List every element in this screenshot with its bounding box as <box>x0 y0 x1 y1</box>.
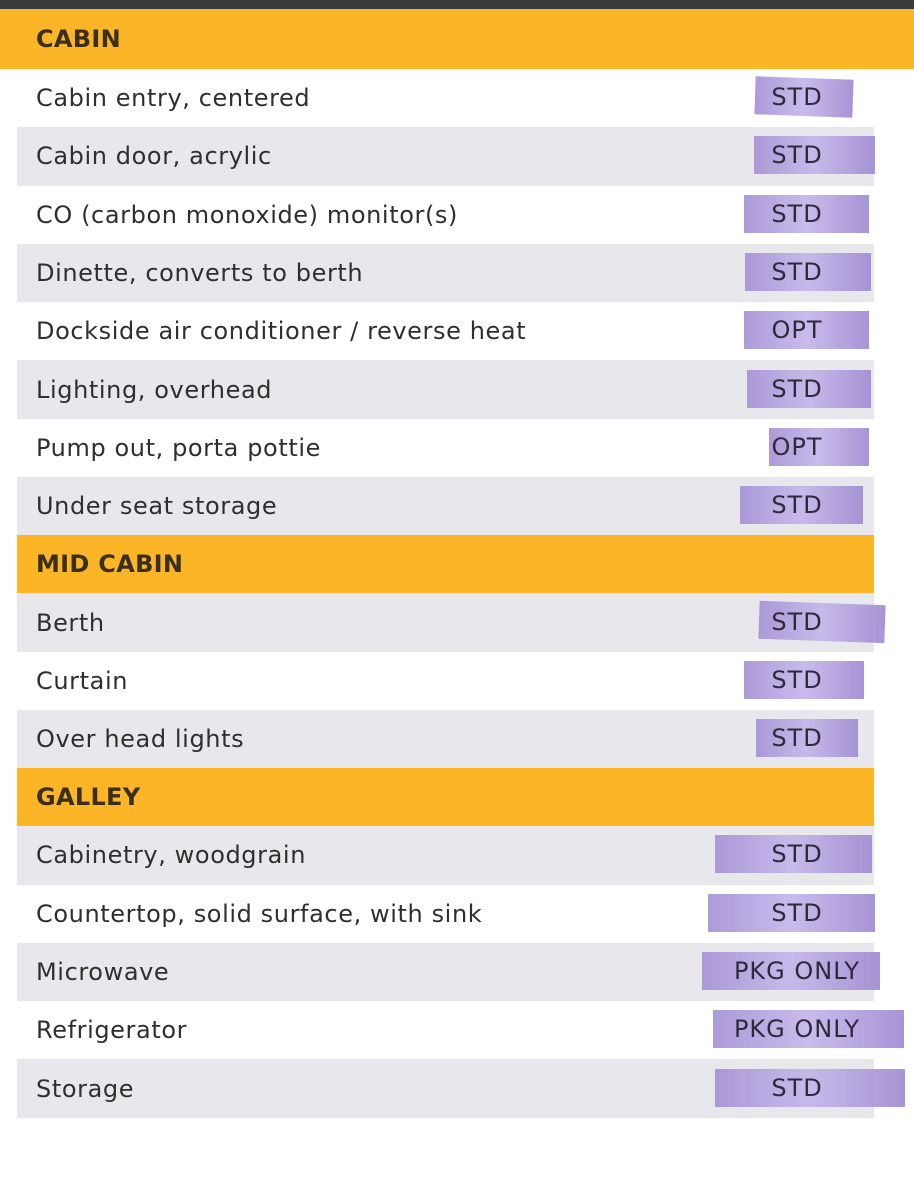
table-row: Cabinetry, woodgrain STD <box>17 826 874 885</box>
status-cell: STD <box>697 194 907 235</box>
table-row: CO (carbon monoxide) monitor(s) STD <box>17 185 874 244</box>
table-row: Cabin entry, centered STD <box>17 69 874 128</box>
status-value: PKG ONLY <box>733 1015 861 1044</box>
top-edge-bar <box>0 0 914 9</box>
status-cell: STD <box>697 600 907 643</box>
feature-label: Dinette, converts to berth <box>36 259 364 288</box>
feature-label: Cabin entry, centered <box>36 84 311 113</box>
status-value: STD <box>771 840 823 869</box>
status-cell: STD <box>697 486 907 526</box>
status-cell: STD <box>697 835 907 875</box>
feature-label: Microwave <box>36 958 170 986</box>
status-value: STD <box>771 83 823 112</box>
status-highlight <box>744 311 869 350</box>
feature-label: Cabin door, acrylic <box>36 142 272 171</box>
status-highlight <box>713 1010 904 1049</box>
status-highlight <box>754 136 875 175</box>
status-highlight <box>702 952 880 990</box>
feature-label: CO (carbon monoxide) monitor(s) <box>36 200 458 229</box>
feature-label: Lighting, overhead <box>36 375 273 404</box>
table-row: Over head lights STD <box>17 709 874 769</box>
table-row: Storage STD <box>17 1059 905 1118</box>
status-value: STD <box>771 374 823 403</box>
section-header-cabin: CABIN <box>0 9 914 69</box>
status-value: STD <box>771 724 823 753</box>
status-cell: STD <box>697 369 907 410</box>
feature-label: Under seat storage <box>36 492 278 521</box>
status-value: STD <box>771 258 823 287</box>
table-row: Under seat storage STD <box>17 477 874 536</box>
feature-label: Storage <box>36 1074 135 1103</box>
feature-label: Countertop, solid surface, with sink <box>36 899 483 928</box>
status-value: STD <box>771 665 823 694</box>
status-value: STD <box>771 491 823 520</box>
status-value: STD <box>771 607 823 636</box>
status-value: OPT <box>771 432 823 461</box>
status-cell: STD <box>697 893 907 934</box>
status-highlight <box>744 194 869 233</box>
status-cell: STD <box>697 719 907 759</box>
status-cell: STD <box>697 253 907 293</box>
table-row: Dockside air conditioner / reverse heat … <box>17 302 874 361</box>
feature-label: Dockside air conditioner / reverse heat <box>36 317 527 346</box>
table-row: Countertop, solid surface, with sink STD <box>17 884 875 943</box>
table-row: Berth STD <box>17 593 886 652</box>
status-value: STD <box>771 898 823 927</box>
section-header-galley: GALLEY <box>17 768 874 827</box>
feature-label: Cabinetry, woodgrain <box>36 841 306 870</box>
status-value: STD <box>771 141 823 170</box>
status-highlight <box>769 427 869 466</box>
feature-label: Pump out, porta pottie <box>36 433 321 462</box>
status-highlight <box>756 719 858 758</box>
status-highlight <box>740 486 863 525</box>
status-cell: OPT <box>697 311 907 351</box>
table-row: Cabin door, acrylic STD <box>17 127 875 186</box>
status-cell: PKG ONLY <box>697 1010 907 1050</box>
status-highlight <box>715 835 872 874</box>
status-highlight <box>715 1068 905 1107</box>
status-highlight <box>745 253 871 292</box>
status-value: PKG ONLY <box>733 957 861 985</box>
status-highlight <box>747 369 871 408</box>
table-row: Refrigerator PKG ONLY <box>17 1001 904 1060</box>
section-header-mid-cabin: MID CABIN <box>17 535 874 594</box>
status-cell: OPT <box>697 427 907 468</box>
status-value: STD <box>771 1073 823 1102</box>
table-row: Curtain STD <box>17 651 874 710</box>
table-row: Lighting, overhead STD <box>17 360 874 419</box>
status-cell: STD <box>697 660 907 701</box>
table-row: Microwave PKG ONLY <box>17 942 880 1002</box>
feature-label: Over head lights <box>36 725 245 754</box>
table-row: Dinette, converts to berth STD <box>17 243 874 303</box>
status-highlight <box>708 893 875 932</box>
status-cell: STD <box>697 136 907 176</box>
feature-label: Refrigerator <box>36 1016 188 1045</box>
table-row: Pump out, porta pottie OPT <box>17 418 874 478</box>
status-value: OPT <box>771 316 823 345</box>
status-value: STD <box>771 199 823 228</box>
status-cell: STD <box>697 76 907 118</box>
status-highlight <box>744 660 864 699</box>
status-cell: PKG ONLY <box>697 952 907 992</box>
feature-label: Curtain <box>36 666 129 695</box>
feature-label: Berth <box>36 608 105 637</box>
status-cell: STD <box>697 1068 907 1109</box>
feature-table: CABIN Cabin entry, centered STD Cabin do… <box>0 9 914 1118</box>
